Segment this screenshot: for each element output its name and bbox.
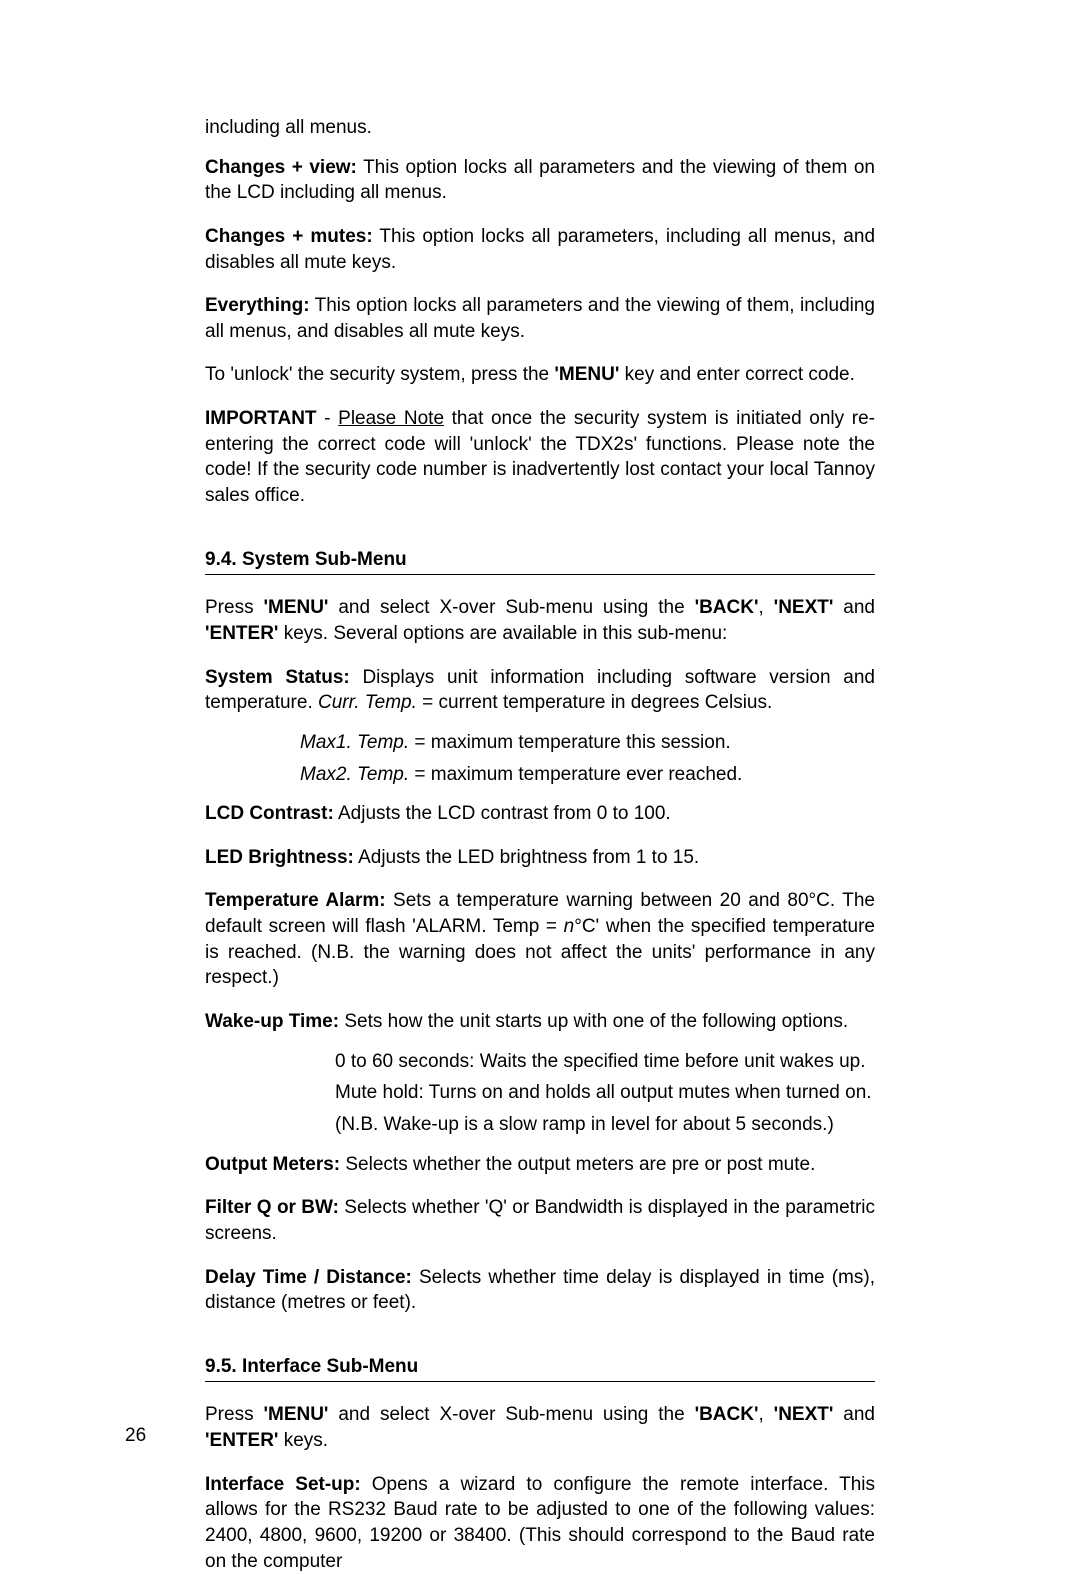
unlock-post: key and enter correct code. bbox=[619, 364, 855, 385]
option-everything: Everything: This option locks all parame… bbox=[205, 293, 875, 344]
text: Sets how the unit starts up with one of … bbox=[339, 1011, 848, 1032]
menu-key-label: 'MENU' bbox=[263, 1404, 328, 1425]
text: Adjusts the LCD contrast from 0 to 100. bbox=[334, 803, 671, 824]
menu-key-label: 'MENU' bbox=[263, 597, 328, 618]
filter-q-bw: Filter Q or BW: Selects whether 'Q' or B… bbox=[205, 1195, 875, 1246]
enter-key-label: 'ENTER' bbox=[205, 1430, 278, 1451]
wakeup-option-1: 0 to 60 seconds: Waits the specified tim… bbox=[205, 1049, 875, 1075]
back-key-label: 'BACK' bbox=[695, 597, 759, 618]
please-note: Please Note bbox=[338, 408, 444, 429]
led-brightness: LED Brightness: Adjusts the LED brightne… bbox=[205, 845, 875, 871]
option-label: Changes + mutes: bbox=[205, 226, 373, 247]
curr-temp-italic: Curr. Temp. bbox=[318, 692, 417, 713]
interface-setup: Interface Set-up: Opens a wizard to conf… bbox=[205, 1472, 875, 1574]
option-label: LCD Contrast: bbox=[205, 803, 334, 824]
section-9-4-intro: Press 'MENU' and select X-over Sub-menu … bbox=[205, 595, 875, 646]
text: and select X-over Sub-menu using the bbox=[328, 597, 694, 618]
unlock-pre: To 'unlock' the security system, press t… bbox=[205, 364, 554, 385]
wakeup-option-2: Mute hold: Turns on and holds all output… bbox=[205, 1080, 875, 1106]
document-page: including all menus. Changes + view: Thi… bbox=[0, 0, 1080, 1527]
wakeup-time: Wake-up Time: Sets how the unit starts u… bbox=[205, 1009, 875, 1035]
menu-key-label: 'MENU' bbox=[554, 364, 619, 385]
next-key-label: 'NEXT' bbox=[774, 1404, 834, 1425]
text: keys. Several options are available in t… bbox=[278, 623, 727, 644]
section-heading-9-4: 9.4. System Sub-Menu bbox=[205, 547, 875, 576]
n-italic: n bbox=[564, 916, 575, 937]
page-number: 26 bbox=[125, 1423, 146, 1449]
text: , bbox=[758, 1404, 773, 1425]
option-label: Output Meters: bbox=[205, 1154, 340, 1175]
text: keys. bbox=[278, 1430, 328, 1451]
system-status: System Status: Displays unit information… bbox=[205, 665, 875, 716]
text: and select X-over Sub-menu using the bbox=[328, 1404, 694, 1425]
text: Press bbox=[205, 597, 263, 618]
important-label: IMPORTANT bbox=[205, 408, 317, 429]
text: Selects whether the output meters are pr… bbox=[340, 1154, 815, 1175]
option-label: Filter Q or BW: bbox=[205, 1197, 339, 1218]
wakeup-note: (N.B. Wake-up is a slow ramp in level fo… bbox=[205, 1112, 875, 1138]
option-label: Changes + view: bbox=[205, 157, 357, 178]
text: Adjusts the LED brightness from 1 to 15. bbox=[354, 847, 699, 868]
back-key-label: 'BACK' bbox=[695, 1404, 759, 1425]
intro-line: including all menus. bbox=[205, 115, 875, 141]
option-label: Temperature Alarm: bbox=[205, 890, 386, 911]
next-key-label: 'NEXT' bbox=[774, 597, 834, 618]
max1-temp-line: Max1. Temp. = maximum temperature this s… bbox=[205, 730, 875, 756]
option-label: Interface Set-up: bbox=[205, 1474, 361, 1495]
option-label: System Status: bbox=[205, 667, 350, 688]
option-label: Delay Time / Distance: bbox=[205, 1267, 412, 1288]
option-changes-mutes: Changes + mutes: This option locks all p… bbox=[205, 224, 875, 275]
text: and bbox=[833, 597, 875, 618]
lcd-contrast: LCD Contrast: Adjusts the LCD contrast f… bbox=[205, 801, 875, 827]
section-9-5-intro: Press 'MENU' and select X-over Sub-menu … bbox=[205, 1402, 875, 1453]
output-meters: Output Meters: Selects whether the outpu… bbox=[205, 1152, 875, 1178]
text: , bbox=[758, 597, 773, 618]
text: = maximum temperature this session. bbox=[409, 732, 731, 753]
max2-temp-line: Max2. Temp. = maximum temperature ever r… bbox=[205, 762, 875, 788]
important-dash: - bbox=[317, 408, 339, 429]
section-heading-9-5: 9.5. Interface Sub-Menu bbox=[205, 1354, 875, 1383]
text: and bbox=[833, 1404, 875, 1425]
max2-temp-italic: Max2. Temp. bbox=[300, 764, 409, 785]
text: = maximum temperature ever reached. bbox=[409, 764, 742, 785]
text: Press bbox=[205, 1404, 263, 1425]
delay-time-distance: Delay Time / Distance: Selects whether t… bbox=[205, 1265, 875, 1316]
unlock-instruction: To 'unlock' the security system, press t… bbox=[205, 362, 875, 388]
option-label: LED Brightness: bbox=[205, 847, 354, 868]
option-changes-view: Changes + view: This option locks all pa… bbox=[205, 155, 875, 206]
option-label: Everything: bbox=[205, 295, 310, 316]
text: = current temperature in degrees Celsius… bbox=[417, 692, 772, 713]
important-note: IMPORTANT - Please Note that once the se… bbox=[205, 406, 875, 509]
temperature-alarm: Temperature Alarm: Sets a temperature wa… bbox=[205, 888, 875, 991]
enter-key-label: 'ENTER' bbox=[205, 623, 278, 644]
max1-temp-italic: Max1. Temp. bbox=[300, 732, 409, 753]
option-label: Wake-up Time: bbox=[205, 1011, 339, 1032]
